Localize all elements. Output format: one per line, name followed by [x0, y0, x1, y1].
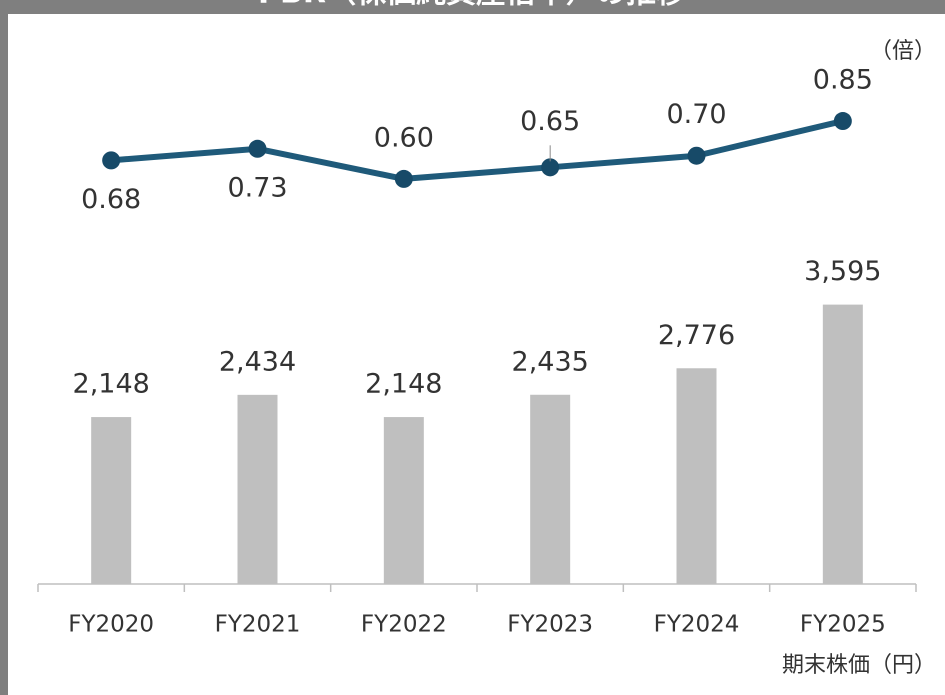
x-tick-label: FY2023: [507, 612, 593, 638]
bar: [91, 417, 132, 584]
plot-background: [8, 14, 945, 695]
line-value-label: 0.60: [374, 122, 434, 153]
chart-title: PBR（株価純資産倍率）の推移: [258, 0, 686, 11]
x-tick-label: FY2022: [361, 612, 447, 638]
y2-unit-label: （倍）: [870, 39, 936, 64]
bar: [530, 394, 571, 584]
line-point: [248, 139, 267, 158]
bar-value-label: 2,434: [219, 346, 296, 377]
line-value-label: 0.68: [81, 184, 141, 215]
x-tick-label: FY2025: [800, 612, 886, 638]
bar-value-label: 3,595: [804, 256, 881, 287]
line: [110, 118, 844, 182]
bar: [237, 394, 278, 584]
bar: [383, 417, 424, 584]
line-value-label: 0.65: [520, 106, 580, 137]
line-value-label: 0.70: [666, 99, 726, 130]
line-value-label: 0.85: [813, 65, 873, 96]
line-point: [102, 151, 121, 170]
bar: [676, 368, 717, 584]
bar-value-label: 2,776: [658, 320, 735, 351]
line-point: [394, 169, 413, 188]
x-tick-label: FY2020: [68, 612, 154, 638]
line-point: [687, 146, 706, 165]
line-point: [833, 112, 852, 131]
bar-value-label: 2,148: [365, 369, 442, 400]
x-tick-label: FY2021: [215, 612, 301, 638]
line-point: [541, 158, 560, 177]
bar-value-label: 2,148: [73, 369, 150, 400]
bar-value-label: 2,435: [512, 346, 589, 377]
bar: [822, 304, 863, 584]
line-value-label: 0.73: [227, 172, 287, 203]
x-tick-label: FY2024: [654, 612, 740, 638]
y-unit-label: 期末株価（円）: [782, 653, 936, 678]
